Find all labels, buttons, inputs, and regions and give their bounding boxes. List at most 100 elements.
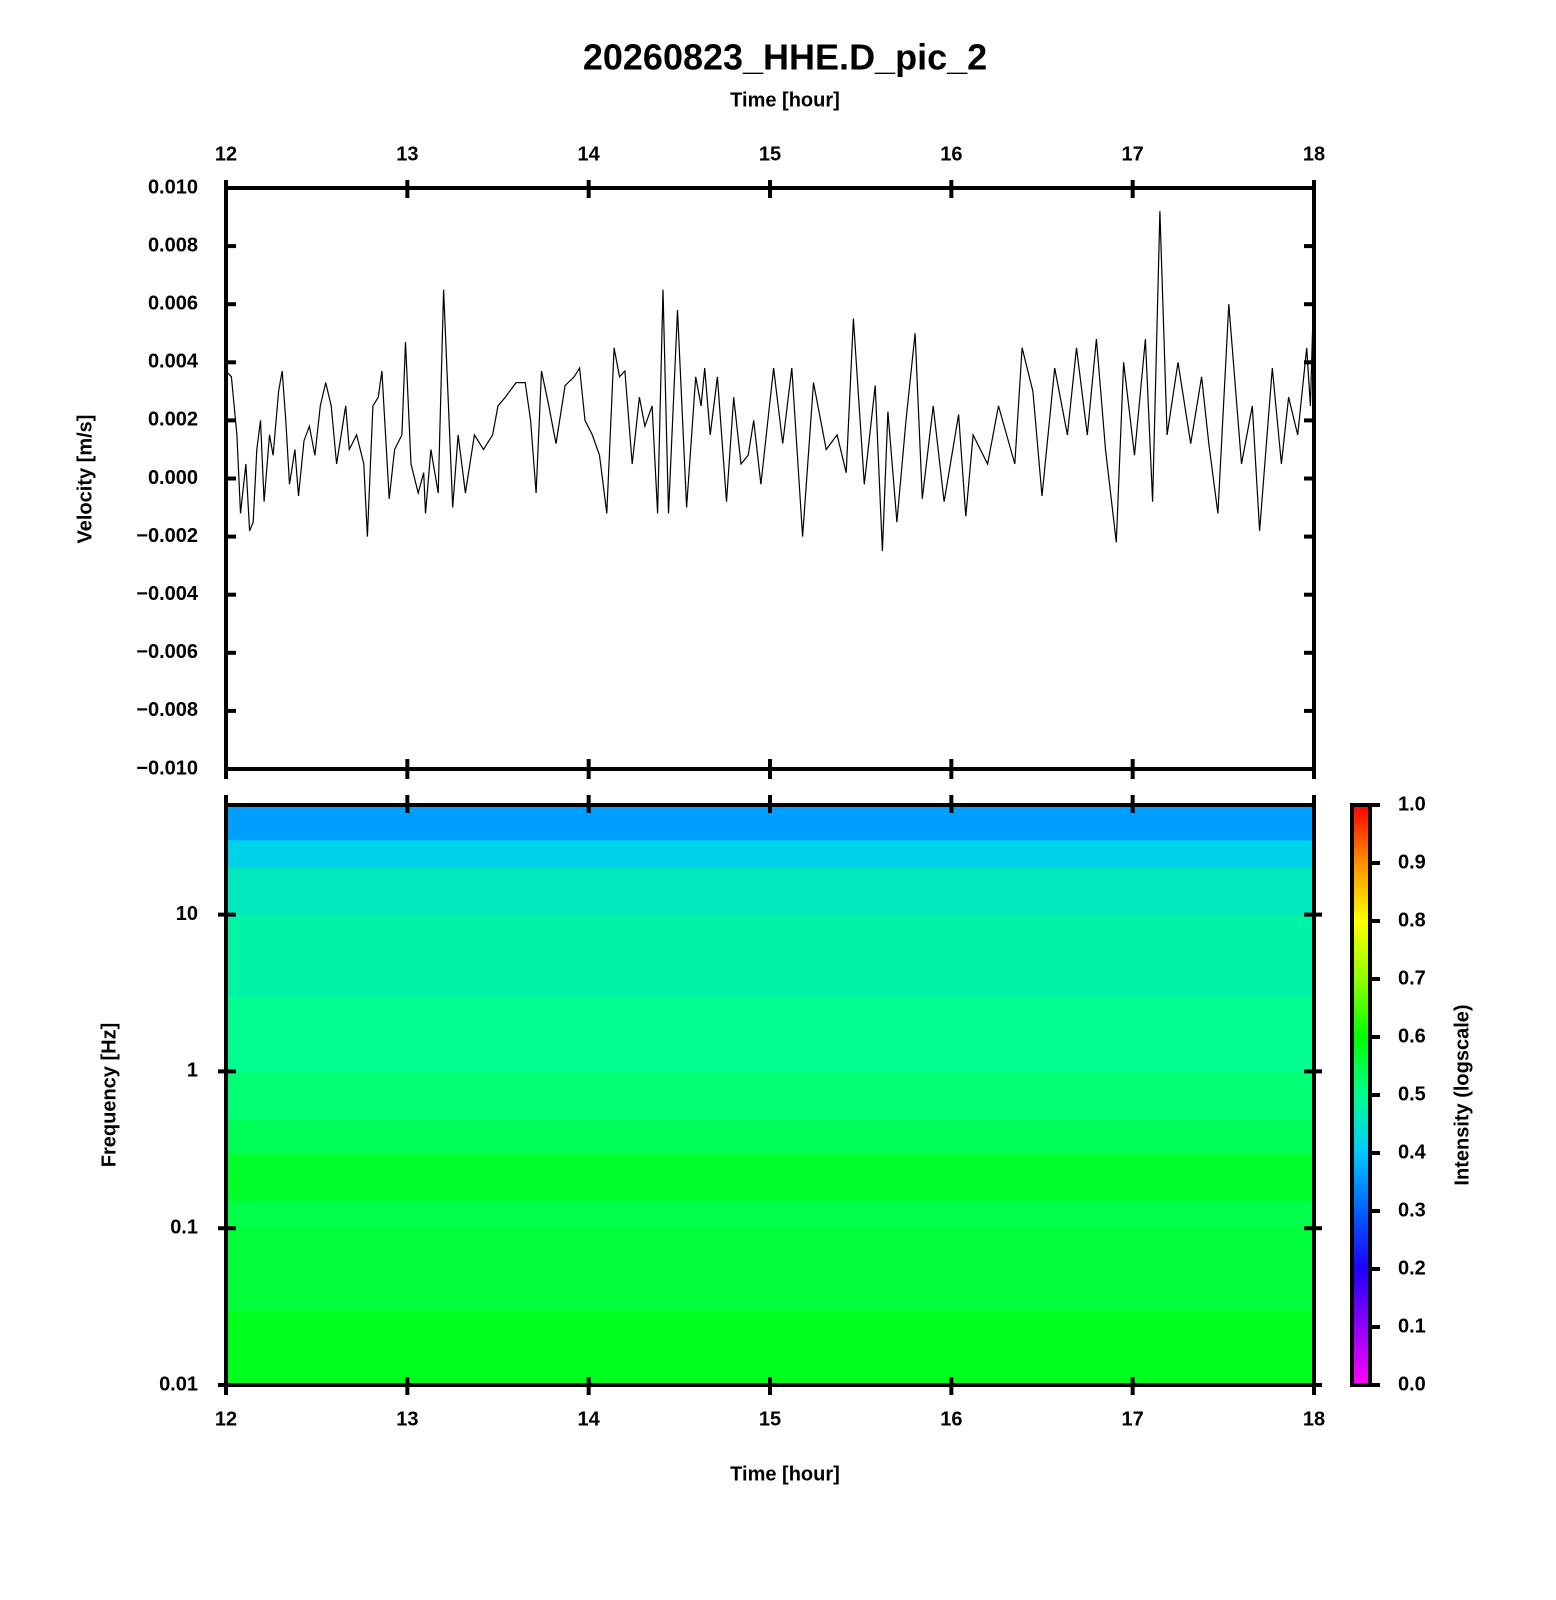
y-tick-label: 0.006 — [148, 292, 198, 314]
x-tick-label: 14 — [578, 143, 601, 165]
heatmap-cell — [407, 996, 590, 1072]
colorbar-title: Intensity (logscale) — [1451, 1004, 1473, 1185]
colorbar-tick-label: 0.4 — [1398, 1141, 1427, 1163]
heatmap-cell — [588, 839, 771, 868]
heatmap-cell — [226, 1310, 408, 1386]
heatmap-cell — [951, 1153, 1134, 1202]
colorbar-tick-label: 0.8 — [1398, 909, 1426, 931]
x-tick-label: 17 — [1122, 143, 1144, 165]
colorbar-tick-label: 0.0 — [1398, 1373, 1426, 1395]
heatmap-cell — [407, 914, 590, 998]
heatmap-cell — [226, 839, 408, 868]
heatmap-cell — [951, 805, 1134, 841]
waveform — [225, 211, 1315, 552]
heatmap-cell — [770, 1118, 952, 1154]
heatmap-cell — [770, 996, 952, 1072]
heatmap-cell — [1132, 867, 1315, 916]
heatmap-cell — [770, 1153, 952, 1202]
colorbar — [1350, 803, 1372, 1387]
x-tick-label: 12 — [215, 1408, 237, 1430]
colorbar-tick-label: 0.1 — [1398, 1315, 1426, 1337]
heatmap-cell — [951, 1200, 1134, 1229]
heatmap-cell — [951, 1310, 1134, 1386]
heatmap-cell — [951, 914, 1134, 998]
heatmap-cell — [226, 1071, 408, 1120]
y-tick-label: 0.002 — [148, 409, 198, 431]
y-tick-label: −0.004 — [136, 583, 199, 605]
heatmap-cell — [1132, 1071, 1315, 1120]
heatmap-cell — [588, 1153, 771, 1202]
heatmap-cell — [951, 996, 1134, 1072]
heatmap-cell — [588, 867, 771, 916]
x-tick-label: 15 — [759, 1408, 781, 1430]
y-tick-label: 10 — [176, 903, 198, 925]
plot-frame — [224, 186, 1316, 771]
heatmap-cell — [1132, 914, 1315, 998]
y-tick-label: −0.010 — [136, 757, 198, 779]
y-tick-label: 0.01 — [159, 1373, 198, 1395]
heatmap-cell — [588, 1310, 771, 1386]
y-tick-label: −0.008 — [136, 699, 198, 721]
colorbar-tick-label: 0.7 — [1398, 967, 1426, 989]
y-tick-label: 0.008 — [148, 234, 198, 256]
x-tick-label: 13 — [396, 143, 418, 165]
y-axis-title: Frequency [Hz] — [98, 1023, 120, 1167]
y-tick-label: 0.004 — [148, 351, 199, 373]
heatmap-cell — [226, 1200, 408, 1229]
heatmap-cell — [770, 1310, 952, 1386]
heatmap-cell — [407, 805, 590, 841]
y-tick-label: 0.1 — [170, 1216, 198, 1238]
heatmap-cell — [1132, 1118, 1315, 1154]
colorbar-tick-label: 0.2 — [1398, 1257, 1426, 1279]
heatmap-cell — [1132, 1200, 1315, 1229]
heatmap-cell — [1132, 805, 1315, 841]
heatmap-cell — [407, 1153, 590, 1202]
heatmap-cell — [951, 839, 1134, 868]
heatmap-cell — [1132, 1228, 1315, 1311]
heatmap-cell — [407, 1118, 590, 1154]
plot-frame — [224, 803, 1316, 1387]
heatmap-cell — [407, 1071, 590, 1120]
heatmap-cell — [588, 1228, 771, 1311]
y-tick-label: −0.006 — [136, 641, 198, 663]
x-tick-label: 17 — [1122, 1408, 1144, 1430]
heatmap-cell — [770, 867, 952, 916]
heatmap-cell — [1132, 1153, 1315, 1202]
x-tick-label: 13 — [396, 1408, 418, 1430]
heatmap-cell — [588, 1071, 771, 1120]
heatmap-cell — [226, 1118, 408, 1154]
x-tick-label: 12 — [215, 143, 237, 165]
heatmap-cell — [407, 1310, 590, 1386]
colorbar-tick-label: 0.5 — [1398, 1083, 1426, 1105]
heatmap-cell — [770, 914, 952, 998]
heatmap-cell — [1132, 1310, 1315, 1386]
heatmap-cell — [770, 1228, 952, 1311]
x-axis-title: Time [hour] — [730, 89, 840, 111]
x-tick-label: 16 — [940, 143, 962, 165]
x-tick-label: 18 — [1303, 1408, 1325, 1430]
x-tick-label: 16 — [940, 1408, 962, 1430]
heatmap-cell — [1132, 996, 1315, 1072]
x-tick-label: 15 — [759, 143, 781, 165]
heatmap-cell — [226, 805, 408, 841]
colorbar-tick-label: 0.3 — [1398, 1199, 1426, 1221]
x-tick-label: 18 — [1303, 143, 1325, 165]
heatmap-cell — [951, 1071, 1134, 1120]
heatmap-cell — [770, 1071, 952, 1120]
y-tick-label: 0.010 — [148, 176, 198, 198]
y-tick-label: 0.000 — [148, 467, 198, 489]
heatmap-cell — [226, 996, 408, 1072]
colorbar-tick-label: 1.0 — [1398, 793, 1426, 815]
heatmap-cell — [770, 805, 952, 841]
heatmap-cell — [770, 839, 952, 868]
x-axis-title: Time [hour] — [730, 1463, 840, 1485]
heatmap-cell — [226, 914, 408, 998]
heatmap-cell — [226, 1153, 408, 1202]
heatmap-cell — [407, 1200, 590, 1229]
heatmap-cell — [226, 1228, 408, 1311]
y-tick-label: 1 — [187, 1060, 198, 1082]
heatmap-cell — [226, 867, 408, 916]
heatmap-cell — [770, 1200, 952, 1229]
heatmap-cell — [588, 1118, 771, 1154]
